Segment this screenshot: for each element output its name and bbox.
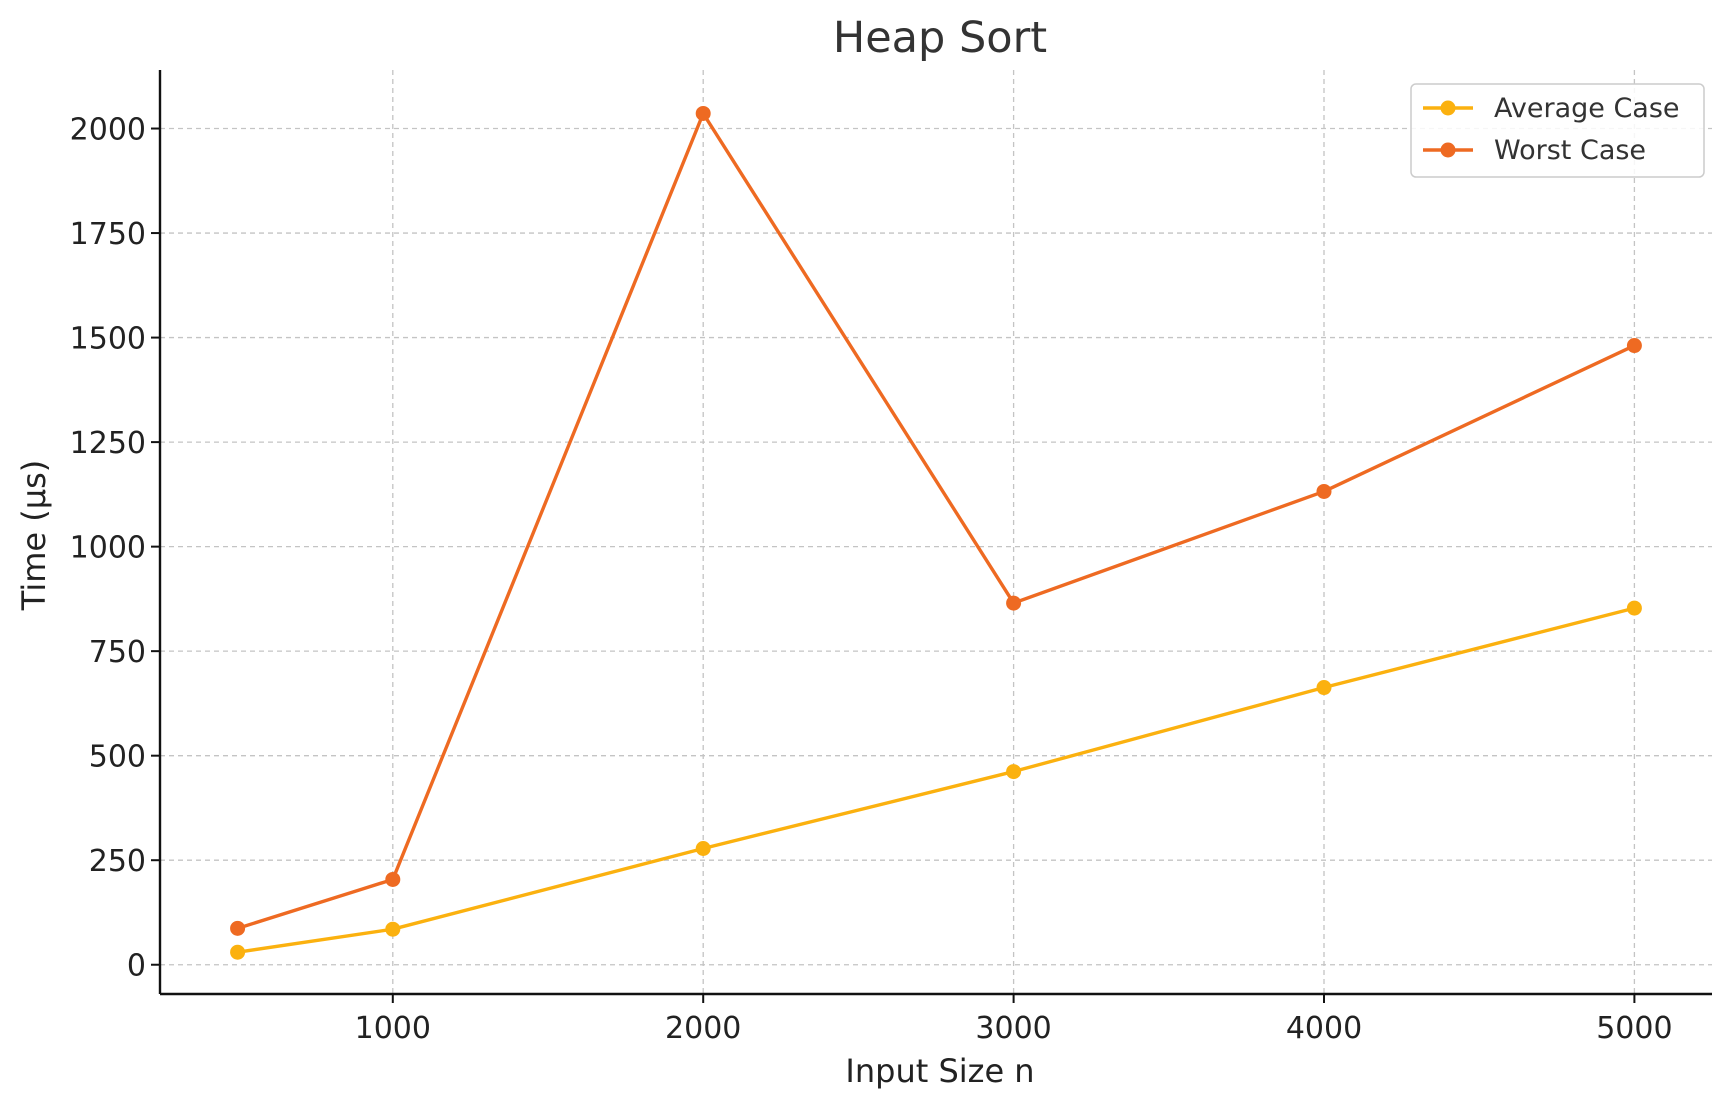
- y-tick-label: 750: [89, 635, 146, 670]
- data-point: [1006, 764, 1022, 780]
- data-point: [230, 944, 246, 960]
- legend: Average Case Worst Case: [1410, 83, 1705, 178]
- data-point: [1316, 483, 1332, 499]
- data-point: [695, 105, 711, 121]
- y-axis-label: Time (µs): [15, 460, 53, 611]
- legend-box: [1410, 83, 1705, 178]
- data-point: [230, 920, 246, 936]
- data-point: [695, 841, 711, 857]
- y-tick-label: 500: [89, 740, 146, 775]
- x-tick-label: 1000: [355, 1011, 431, 1046]
- legend-label: Average Case: [1494, 93, 1680, 124]
- legend-label: Worst Case: [1494, 135, 1646, 166]
- x-axis-label: Input Size n: [845, 1052, 1034, 1090]
- y-tick-label: 1000: [70, 531, 146, 566]
- legend-swatch-marker: [1440, 142, 1456, 158]
- data-point: [1626, 338, 1642, 354]
- series: [230, 105, 1642, 960]
- y-tick-label: 250: [89, 844, 146, 879]
- x-tick-label: 4000: [1286, 1011, 1362, 1046]
- data-point: [385, 871, 401, 887]
- y-tick-label: 2000: [70, 113, 146, 148]
- y-tick-label: 1500: [70, 322, 146, 357]
- x-tick-label: 3000: [975, 1011, 1051, 1046]
- series-average-case: [230, 600, 1642, 960]
- y-tick-label: 1750: [70, 217, 146, 252]
- grid: [160, 70, 1712, 994]
- data-point: [1006, 595, 1022, 611]
- series-line: [237, 606, 1635, 954]
- y-tick-label: 1250: [70, 426, 146, 461]
- x-tick-label: 2000: [665, 1011, 741, 1046]
- y-tick-label: 0: [127, 949, 146, 984]
- legend-swatch-marker: [1440, 100, 1456, 116]
- series-line: [237, 111, 1636, 930]
- series-worst-case: [230, 105, 1642, 936]
- data-point: [1626, 600, 1642, 616]
- data-point: [1316, 680, 1332, 696]
- tick-labels: 1000 2000 3000 4000 5000 0 250 500 750 1000 1250 15…: [70, 113, 1673, 1046]
- x-tick-label: 5000: [1596, 1011, 1672, 1046]
- data-point: [385, 921, 401, 937]
- chart-title: Heap Sort: [833, 13, 1047, 63]
- axes: [151, 70, 1712, 1003]
